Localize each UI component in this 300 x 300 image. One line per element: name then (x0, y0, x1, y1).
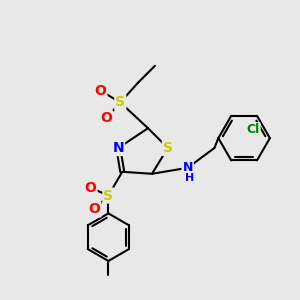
Text: S: S (115, 95, 125, 110)
Text: S: S (103, 189, 113, 202)
Text: O: O (88, 202, 101, 216)
Text: N: N (182, 161, 193, 174)
Text: N: N (112, 141, 124, 155)
Text: Cl: Cl (246, 123, 260, 136)
Text: O: O (94, 84, 106, 98)
Text: O: O (85, 181, 97, 195)
Text: H: H (185, 173, 194, 183)
Text: O: O (100, 111, 112, 125)
Text: S: S (163, 141, 173, 155)
